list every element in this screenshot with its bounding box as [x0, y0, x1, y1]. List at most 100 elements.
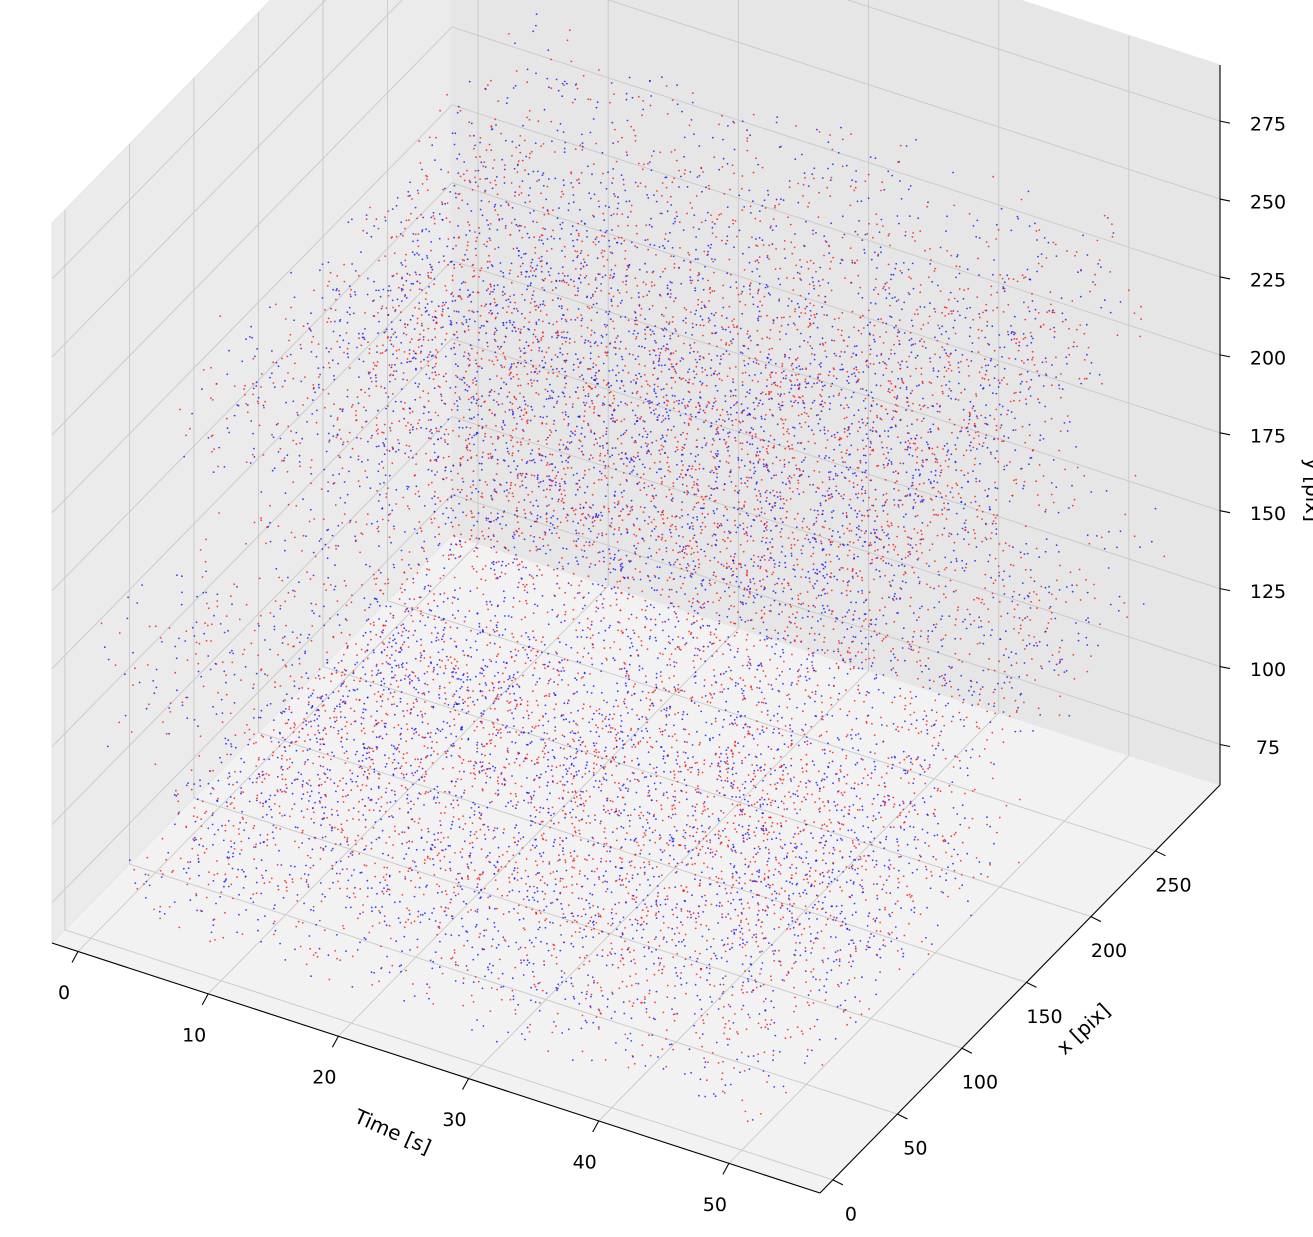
scatter-point	[791, 531, 794, 534]
scatter-point	[709, 247, 712, 249]
scatter-point	[727, 462, 730, 464]
scatter-point	[896, 480, 898, 483]
scatter-point	[488, 228, 491, 230]
scatter-point	[580, 267, 582, 270]
scatter-point	[233, 385, 236, 387]
scatter-point	[984, 373, 987, 376]
scatter-point	[975, 480, 978, 483]
scatter-point	[822, 588, 825, 590]
scatter-point	[564, 413, 567, 416]
scatter-point	[551, 336, 553, 338]
scatter-point	[317, 383, 320, 386]
y-grid-back	[451, 182, 1221, 434]
scatter-point	[384, 350, 387, 352]
scatter-point	[689, 474, 691, 477]
scatter-point	[766, 314, 768, 317]
scatter-point	[959, 314, 961, 317]
scatter-point	[1013, 337, 1016, 340]
scatter-point	[534, 305, 536, 308]
scatter-point	[957, 492, 960, 495]
scatter-point	[1023, 277, 1025, 279]
scatter-point	[694, 468, 697, 471]
scatter-point	[410, 360, 412, 363]
scatter-point	[803, 245, 806, 248]
scatter-point	[594, 386, 597, 389]
scatter-point	[581, 445, 584, 447]
scatter-point	[424, 298, 427, 300]
scatter-point	[945, 330, 947, 333]
scatter-point	[828, 396, 831, 398]
scatter-point	[831, 495, 834, 498]
scatter-point	[822, 567, 825, 570]
scatter-point	[839, 536, 841, 539]
scatter-point	[764, 491, 767, 494]
scatter-point	[1050, 303, 1052, 306]
scatter-point	[716, 373, 719, 376]
scatter-point	[431, 316, 434, 318]
scatter-point	[691, 279, 694, 282]
scatter-point	[602, 402, 604, 405]
scatter-point	[599, 459, 601, 462]
scatter-point	[510, 363, 513, 365]
scatter-point	[718, 614, 721, 617]
scatter-point	[851, 259, 854, 262]
scatter-point	[907, 488, 910, 490]
scatter-point	[612, 295, 615, 298]
scatter-point	[1026, 344, 1029, 347]
scatter-point	[406, 379, 409, 381]
scatter-point	[949, 291, 952, 294]
scatter-point	[461, 378, 463, 381]
scatter-point	[432, 211, 435, 214]
scatter-point	[612, 275, 615, 278]
scatter-point	[599, 437, 601, 439]
scatter-point	[869, 353, 872, 356]
scatter-point	[621, 496, 624, 498]
scatter-point	[615, 337, 618, 339]
scatter-point	[982, 311, 984, 314]
scatter-point	[824, 495, 826, 497]
scatter-point	[801, 568, 804, 571]
scatter-point	[624, 257, 626, 260]
scatter-point	[391, 328, 393, 331]
scatter-point	[559, 223, 562, 226]
scatter-point	[1049, 328, 1052, 331]
scatter-point	[907, 188, 910, 191]
scatter-point	[802, 399, 804, 402]
scatter-point	[765, 463, 768, 466]
scatter-point	[951, 431, 953, 434]
scatter-point	[687, 424, 690, 427]
scatter-point	[800, 279, 803, 281]
scatter-point	[637, 162, 640, 165]
scatter-point	[941, 325, 944, 328]
scatter-point	[682, 556, 685, 559]
scatter-point	[428, 353, 430, 356]
scatter-point	[472, 263, 475, 266]
scatter-point	[385, 328, 388, 331]
scatter-point	[796, 328, 799, 331]
scatter-point	[565, 403, 567, 406]
scatter-point	[985, 404, 987, 406]
scatter-point	[819, 504, 822, 507]
scatter-point	[439, 386, 441, 389]
scatter-point	[660, 388, 663, 391]
scatter-point	[877, 293, 880, 296]
scatter-point	[561, 367, 564, 370]
scatter-point	[383, 423, 386, 426]
scatter-point	[430, 241, 433, 243]
scatter-point	[832, 459, 835, 462]
scatter-point	[1038, 229, 1041, 232]
scatter-point	[816, 580, 818, 582]
scatter-point	[993, 259, 995, 261]
scatter-point	[471, 310, 473, 313]
scatter-point	[789, 498, 792, 500]
scatter-point	[414, 233, 417, 236]
scatter-point	[583, 261, 586, 264]
scatter-point	[912, 506, 915, 508]
scatter-point	[522, 124, 524, 127]
scatter-point	[728, 353, 731, 356]
scatter-point	[360, 344, 363, 347]
scatter-point	[549, 488, 551, 491]
scatter-point	[828, 244, 830, 247]
scatter-point	[928, 478, 930, 481]
scatter-point	[1053, 330, 1056, 333]
